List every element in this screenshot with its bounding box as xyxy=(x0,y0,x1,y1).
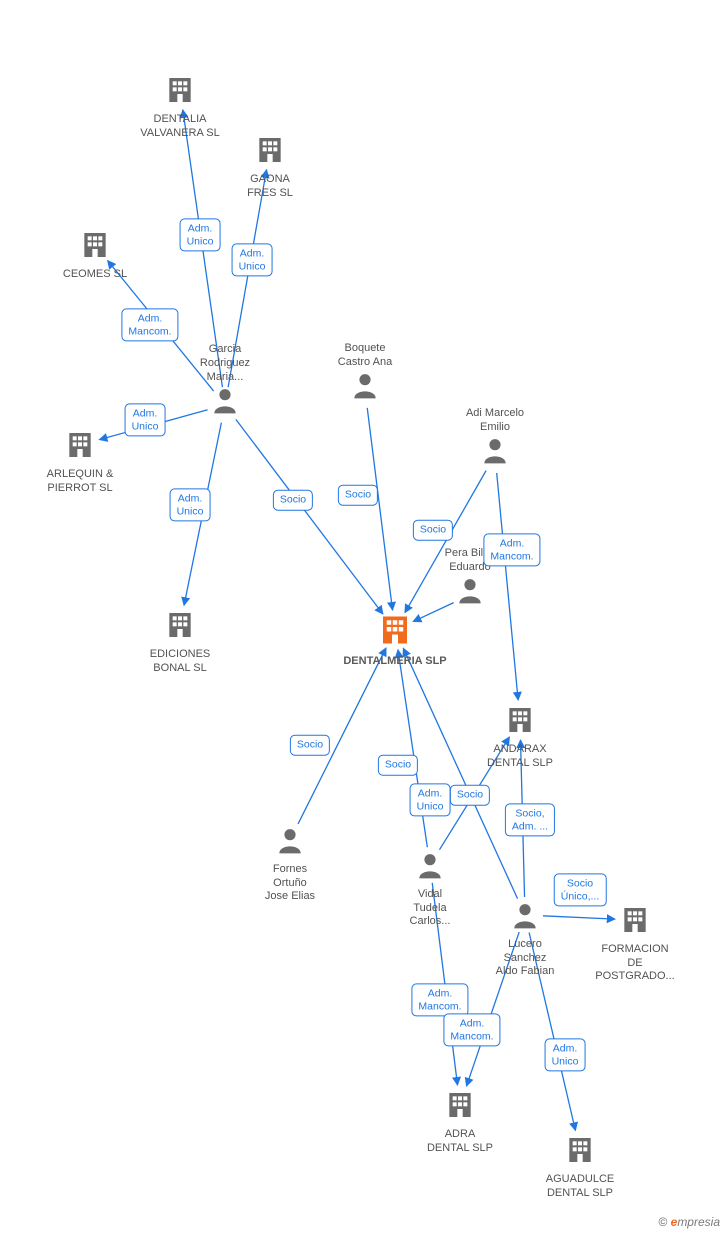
node-aguadulce[interactable]: AGUADULCEDENTAL SLP xyxy=(525,1134,635,1200)
node-label: LuceroSanchezAldo Fabian xyxy=(470,938,580,979)
company-icon xyxy=(377,612,413,653)
edge-label: Adm.Unico xyxy=(125,403,166,436)
person-icon xyxy=(479,434,511,471)
node-label: GarciaRodriguezMaria... xyxy=(170,343,280,384)
copyright-symbol: © xyxy=(658,1215,667,1229)
node-gaona[interactable]: GAONAFRES SL xyxy=(215,134,325,200)
person-icon xyxy=(509,899,541,936)
node-label: FORMACIONDEPOSTGRADO... xyxy=(580,943,690,984)
node-label: CEOMES SL xyxy=(40,268,150,282)
edge-label: Adm.Unico xyxy=(232,243,273,276)
node-adi[interactable]: Adi MarceloEmilio xyxy=(440,405,550,471)
node-label: DENTALMERIA SLP xyxy=(340,655,450,669)
node-dentalia[interactable]: DENTALIAVALVANERA SL xyxy=(125,74,235,140)
company-icon xyxy=(444,1089,476,1126)
company-icon xyxy=(619,904,651,941)
edge-label: Adm.Mancom. xyxy=(443,1013,500,1046)
company-icon xyxy=(164,74,196,111)
footer: © empresia xyxy=(658,1215,720,1229)
node-adra[interactable]: ADRADENTAL SLP xyxy=(405,1089,515,1155)
node-label: AGUADULCEDENTAL SLP xyxy=(525,1173,635,1201)
brand-rest: mpresia xyxy=(677,1215,720,1229)
node-label: EDICIONESBONAL SL xyxy=(125,648,235,676)
node-label: BoqueteCastro Ana xyxy=(310,342,420,370)
edge-label: Socio xyxy=(413,520,453,541)
edge xyxy=(367,408,392,610)
company-icon xyxy=(504,704,536,741)
person-icon xyxy=(454,574,486,611)
edge xyxy=(398,650,427,847)
node-fornes[interactable]: FornesOrtuñoJose Elias xyxy=(235,824,345,904)
person-icon xyxy=(414,849,446,886)
edge-label: Socio xyxy=(378,755,418,776)
node-lucero[interactable]: LuceroSanchezAldo Fabian xyxy=(470,899,580,979)
company-icon xyxy=(64,429,96,466)
edge-label: Socio,Adm. ... xyxy=(505,803,555,836)
edge-label: Adm.Mancom. xyxy=(483,533,540,566)
node-label: FornesOrtuñoJose Elias xyxy=(235,863,345,904)
edge-label: Adm.Mancom. xyxy=(121,308,178,341)
edge-label: Adm.Unico xyxy=(545,1038,586,1071)
node-label: ADRADENTAL SLP xyxy=(405,1128,515,1156)
edge-label: Socio xyxy=(290,735,330,756)
company-icon xyxy=(564,1134,596,1171)
person-icon xyxy=(349,369,381,406)
node-dentalmeria[interactable]: DENTALMERIA SLP xyxy=(340,612,450,669)
edge-label: Adm.Unico xyxy=(180,218,221,251)
edge-label: Socio xyxy=(450,785,490,806)
company-icon xyxy=(79,229,111,266)
edge xyxy=(236,419,383,614)
node-label: ANDARAXDENTAL SLP xyxy=(465,743,575,771)
node-label: GAONAFRES SL xyxy=(215,173,325,201)
edge-label: Socio xyxy=(338,485,378,506)
node-garcia[interactable]: GarciaRodriguezMaria... xyxy=(170,341,280,421)
node-ediciones[interactable]: EDICIONESBONAL SL xyxy=(125,609,235,675)
node-vidal[interactable]: VidalTudelaCarlos... xyxy=(375,849,485,929)
node-boquete[interactable]: BoqueteCastro Ana xyxy=(310,340,420,406)
node-label: Adi MarceloEmilio xyxy=(440,407,550,435)
node-arlequin[interactable]: ARLEQUIN &PIERROT SL xyxy=(25,429,135,495)
node-andarax[interactable]: ANDARAXDENTAL SLP xyxy=(465,704,575,770)
node-ceomes[interactable]: CEOMES SL xyxy=(40,229,150,282)
company-icon xyxy=(254,134,286,171)
company-icon xyxy=(164,609,196,646)
edge-label: Adm.Unico xyxy=(410,783,451,816)
edge-label: Adm.Unico xyxy=(170,488,211,521)
edge-label: SocioÚnico,... xyxy=(554,873,607,906)
node-formacion[interactable]: FORMACIONDEPOSTGRADO... xyxy=(580,904,690,984)
node-label: VidalTudelaCarlos... xyxy=(375,888,485,929)
person-icon xyxy=(274,824,306,861)
person-icon xyxy=(209,384,241,421)
node-label: ARLEQUIN &PIERROT SL xyxy=(25,468,135,496)
edge-label: Adm.Mancom. xyxy=(411,983,468,1016)
edge-label: Socio xyxy=(273,490,313,511)
